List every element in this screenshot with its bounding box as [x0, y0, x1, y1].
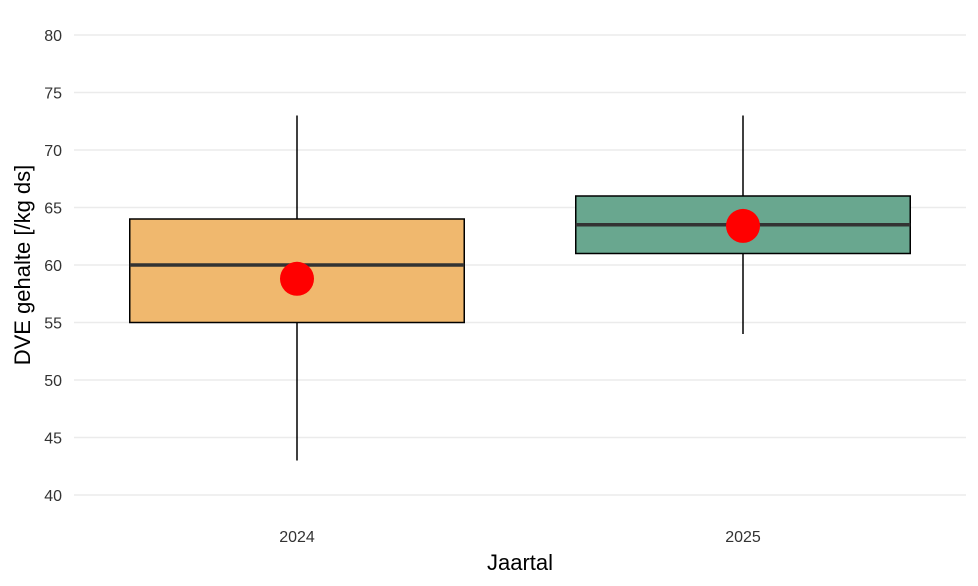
x-tick-label: 2025 [725, 529, 761, 546]
y-tick-label: 80 [44, 28, 62, 45]
x-tick-label: 2024 [279, 529, 315, 546]
y-tick-label: 75 [44, 86, 62, 103]
y-tick-label: 50 [44, 373, 62, 390]
y-axis-ticks: 40 45 50 55 60 65 70 75 80 [44, 28, 62, 505]
boxes [129, 115, 911, 461]
x-axis-title: Jaartal [487, 550, 553, 575]
y-axis-title: DVE gehalte [/kg ds] [10, 165, 35, 366]
y-tick-label: 45 [44, 431, 62, 448]
y-tick-label: 70 [44, 143, 62, 160]
x-axis-ticks: 2024 2025 [279, 529, 761, 546]
y-tick-label: 60 [44, 258, 62, 275]
mean-point [726, 208, 760, 243]
mean-point [280, 261, 314, 296]
y-tick-label: 55 [44, 316, 62, 333]
y-tick-label: 65 [44, 201, 62, 218]
y-tick-label: 40 [44, 488, 62, 505]
